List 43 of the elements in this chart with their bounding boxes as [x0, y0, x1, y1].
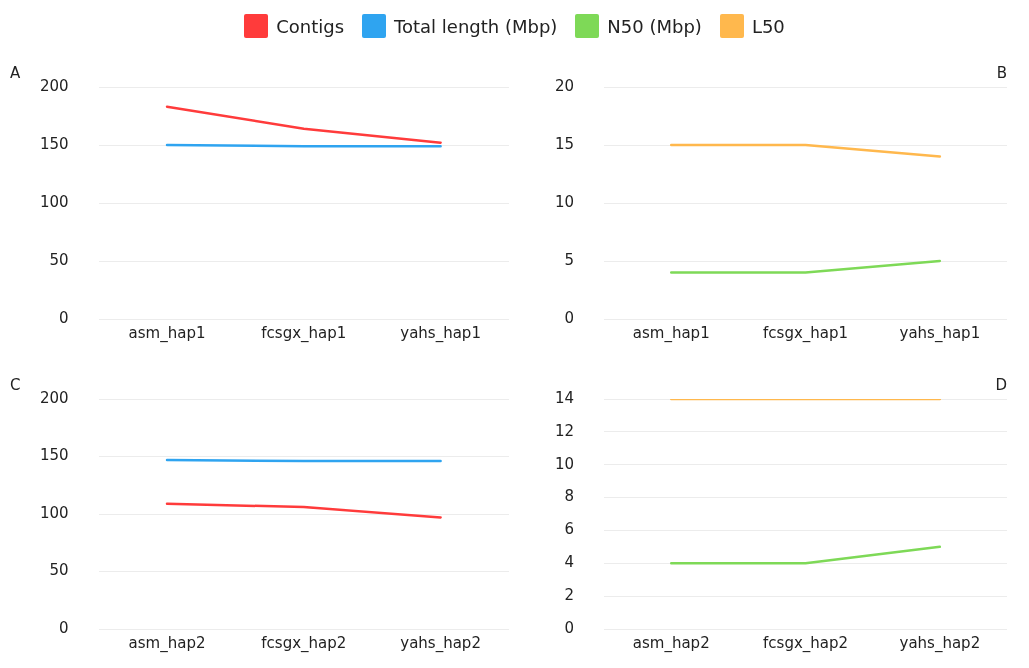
x-tick-label: asm_hap1: [632, 323, 710, 343]
x-tick-label: fcsgx_hap1: [763, 323, 849, 343]
y-tick-label: 50: [49, 250, 69, 269]
y-tick-label: 150: [39, 134, 69, 153]
chart-title: A: [10, 63, 21, 82]
legend-label: Total length (Mbp): [394, 15, 558, 37]
y-tick-label: 0: [564, 618, 575, 637]
legend-label: N50 (Mbp): [607, 15, 702, 37]
x-tick-label: asm_hap1: [128, 323, 206, 343]
y-tick-label: 5: [564, 250, 575, 269]
x-tick-label: fcsgx_hap2: [763, 633, 849, 653]
x-tick-label: fcsgx_hap2: [261, 633, 347, 653]
y-tick-label: 100: [39, 503, 69, 522]
x-tick-label: yahs_hap1: [400, 323, 481, 343]
x-tick-label: yahs_hap2: [400, 633, 481, 653]
y-tick-label: 10: [554, 454, 575, 473]
y-tick-label: 100: [39, 192, 69, 211]
x-tick-label: asm_hap2: [128, 633, 206, 653]
x-tick-label: fcsgx_hap1: [261, 323, 347, 343]
y-tick-label: 8: [564, 487, 575, 506]
y-tick-label: 200: [39, 388, 69, 407]
y-tick-label: 50: [49, 561, 69, 580]
y-tick-label: 4: [564, 553, 575, 572]
y-tick-label: 2: [564, 586, 575, 605]
y-tick-label: 0: [59, 308, 69, 327]
y-tick-label: 10: [554, 192, 575, 211]
y-tick-label: 20: [554, 76, 575, 95]
chart-title: B: [996, 63, 1007, 82]
y-tick-label: 14: [554, 388, 575, 407]
chart-title: D: [995, 375, 1007, 394]
y-tick-label: 0: [564, 308, 575, 327]
x-tick-label: yahs_hap2: [899, 633, 981, 653]
chart-title: C: [10, 375, 21, 394]
x-tick-label: yahs_hap1: [899, 323, 981, 343]
y-tick-label: 200: [39, 76, 69, 95]
y-tick-label: 15: [554, 134, 575, 153]
x-tick-label: asm_hap2: [632, 633, 710, 653]
legend-label: Contigs: [276, 15, 345, 37]
y-tick-label: 6: [564, 520, 575, 539]
y-tick-label: 12: [554, 421, 575, 440]
y-tick-label: 150: [39, 446, 69, 465]
y-tick-label: 0: [59, 618, 69, 637]
legend-label: L50: [751, 15, 785, 37]
